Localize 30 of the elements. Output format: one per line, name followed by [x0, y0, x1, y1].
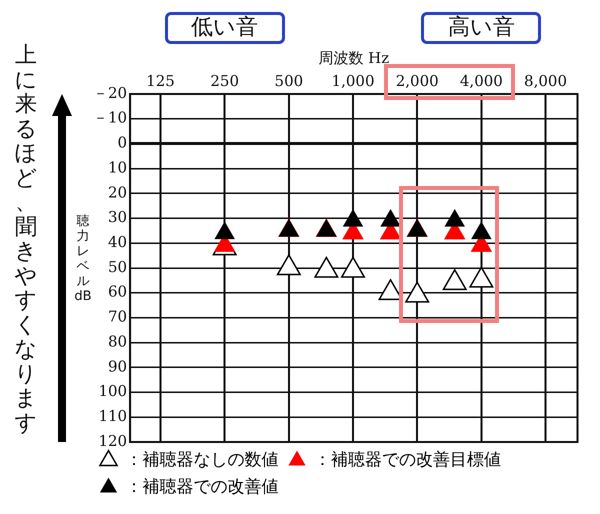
y-tick-label: 50	[108, 258, 128, 276]
legend-label: ：補聴器での改善目標値	[314, 450, 501, 470]
y-tick-label: 30	[108, 208, 128, 226]
y-tick-label: －20	[92, 84, 128, 102]
y-axis-title: 聴力レベル dB	[74, 214, 92, 304]
y-tick-label: 90	[108, 357, 128, 376]
x-tick-label: 2,000	[396, 72, 439, 90]
text: 低い音	[164, 12, 285, 44]
text: 高い音	[421, 12, 542, 44]
x-tick-label: 250	[210, 72, 239, 90]
text: 上に来るほど、聞きやすくなります	[14, 43, 38, 436]
y-tick-label: 60	[108, 282, 128, 301]
x-tick-label: 125	[146, 72, 175, 90]
y-tick-label: 20	[108, 183, 128, 202]
x-tick-label: 4,000	[460, 72, 503, 90]
y-tick-label: 100	[98, 382, 128, 400]
y-tick-label: 10	[108, 158, 128, 176]
x-tick-label: 8,000	[524, 72, 568, 90]
y-tick-label: 70	[108, 308, 128, 326]
y-tick-label: 120	[98, 432, 128, 450]
y-tick-label: 0	[118, 134, 128, 152]
x-tick-label: 1,000	[332, 72, 374, 90]
y-tick-label: －10	[92, 108, 128, 127]
x-axis-title: 周波数 Hz	[318, 48, 390, 67]
y-tick-label: 110	[98, 407, 128, 426]
y-tick-label: 40	[108, 233, 128, 252]
x-tick-label: 500	[274, 72, 304, 90]
legend-label: ：補聴器なしの数値	[126, 450, 278, 470]
legend-label: ：補聴器での改善値	[126, 476, 278, 497]
y-tick-label: 80	[108, 332, 128, 350]
